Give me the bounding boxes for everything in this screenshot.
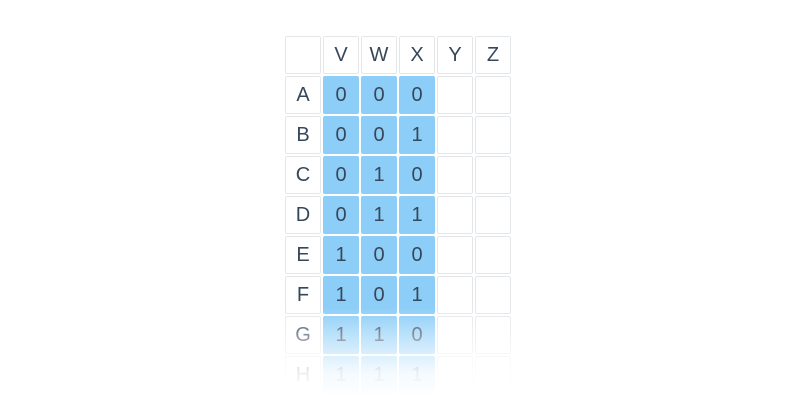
column-header-z: Z <box>475 36 511 74</box>
cell-b-z[interactable] <box>475 116 511 154</box>
cell-b-y[interactable] <box>437 116 473 154</box>
row-header-h: H <box>285 356 321 394</box>
column-header-x: X <box>399 36 435 74</box>
cell-a-y[interactable] <box>437 76 473 114</box>
column-header-y: Y <box>437 36 473 74</box>
column-header-v: V <box>323 36 359 74</box>
cell-e-w[interactable]: 0 <box>361 236 397 274</box>
cell-c-w[interactable]: 1 <box>361 156 397 194</box>
cell-e-v[interactable]: 1 <box>323 236 359 274</box>
cell-f-x[interactable]: 1 <box>399 276 435 314</box>
cell-g-w[interactable]: 1 <box>361 316 397 354</box>
cell-f-z[interactable] <box>475 276 511 314</box>
cell-b-x[interactable]: 1 <box>399 116 435 154</box>
row-header-d: D <box>285 196 321 234</box>
cell-e-x[interactable]: 0 <box>399 236 435 274</box>
cell-f-y[interactable] <box>437 276 473 314</box>
cell-g-v[interactable]: 1 <box>323 316 359 354</box>
cell-g-z[interactable] <box>475 316 511 354</box>
cell-h-x[interactable]: 1 <box>399 356 435 394</box>
cell-d-x[interactable]: 1 <box>399 196 435 234</box>
cell-c-x[interactable]: 0 <box>399 156 435 194</box>
cell-h-z[interactable] <box>475 356 511 394</box>
cell-a-v[interactable]: 0 <box>323 76 359 114</box>
cell-b-w[interactable]: 0 <box>361 116 397 154</box>
corner-cell <box>285 36 321 74</box>
cell-h-v[interactable]: 1 <box>323 356 359 394</box>
cell-c-z[interactable] <box>475 156 511 194</box>
cell-g-y[interactable] <box>437 316 473 354</box>
cell-b-v[interactable]: 0 <box>323 116 359 154</box>
cell-d-w[interactable]: 1 <box>361 196 397 234</box>
row-header-f: F <box>285 276 321 314</box>
row-header-a: A <box>285 76 321 114</box>
cell-e-y[interactable] <box>437 236 473 274</box>
cell-g-x[interactable]: 0 <box>399 316 435 354</box>
row-header-b: B <box>285 116 321 154</box>
row-header-c: C <box>285 156 321 194</box>
cell-f-w[interactable]: 0 <box>361 276 397 314</box>
cell-f-v[interactable]: 1 <box>323 276 359 314</box>
cell-c-y[interactable] <box>437 156 473 194</box>
cell-d-y[interactable] <box>437 196 473 234</box>
row-header-e: E <box>285 236 321 274</box>
cell-e-z[interactable] <box>475 236 511 274</box>
cell-a-w[interactable]: 0 <box>361 76 397 114</box>
cell-a-x[interactable]: 0 <box>399 76 435 114</box>
row-header-g: G <box>285 316 321 354</box>
cell-h-y[interactable] <box>437 356 473 394</box>
cell-d-v[interactable]: 0 <box>323 196 359 234</box>
cell-d-z[interactable] <box>475 196 511 234</box>
column-header-w: W <box>361 36 397 74</box>
cell-c-v[interactable]: 0 <box>323 156 359 194</box>
cell-h-w[interactable]: 1 <box>361 356 397 394</box>
cell-a-z[interactable] <box>475 76 511 114</box>
